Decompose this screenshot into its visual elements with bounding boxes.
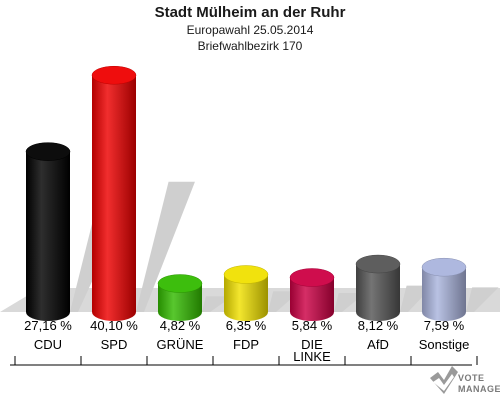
category-label-1: SPD: [101, 337, 128, 352]
bar-afd: [355, 254, 401, 321]
value-label-1: 40,10 %: [90, 318, 138, 333]
value-label-5: 8,12 %: [358, 318, 399, 333]
chart-subtitle-date: Europawahl 25.05.2014: [187, 23, 314, 37]
bar-shadow-6: [466, 287, 499, 312]
logo-text-vote: VOTE: [458, 373, 485, 383]
category-ticks: [14, 356, 478, 365]
bar-fdp: [223, 265, 269, 321]
vote-manager-logo: VOTE MANAGER: [430, 366, 500, 394]
value-label-6: 7,59 %: [424, 318, 465, 333]
category-label-6: Sonstige: [419, 337, 470, 352]
category-label-4-line-1: LINKE: [293, 349, 331, 364]
bar-sonstige: [421, 257, 467, 321]
bar-spd: [91, 65, 137, 321]
value-labels: 27,16 % 40,10 % 4,82 % 6,35 % 5,84 % 8,12 % 7,…: [24, 318, 465, 333]
value-label-2: 4,82 %: [160, 318, 201, 333]
checkmark-icon: [430, 366, 458, 394]
chart-subtitle-district: Briefwahlbezirk 170: [198, 39, 303, 53]
category-label-0: CDU: [34, 337, 62, 352]
category-label-5: AfD: [367, 337, 389, 352]
category-label-2: GRÜNE: [157, 337, 204, 352]
category-label-3: FDP: [233, 337, 259, 352]
value-label-0: 27,16 %: [24, 318, 72, 333]
value-label-4: 5,84 %: [292, 318, 333, 333]
chart-title: Stadt Mülheim an der Ruhr: [155, 4, 346, 21]
bars: [25, 65, 467, 321]
bar-cdu: [25, 142, 71, 321]
bar-die-linke: [289, 268, 335, 321]
logo-text-manager: MANAGER: [458, 384, 500, 394]
bar-shadow-1: [136, 181, 195, 312]
value-label-3: 6,35 %: [226, 318, 267, 333]
category-label-4-line-0: DIE: [301, 337, 323, 352]
bar-grüne: [157, 274, 203, 321]
